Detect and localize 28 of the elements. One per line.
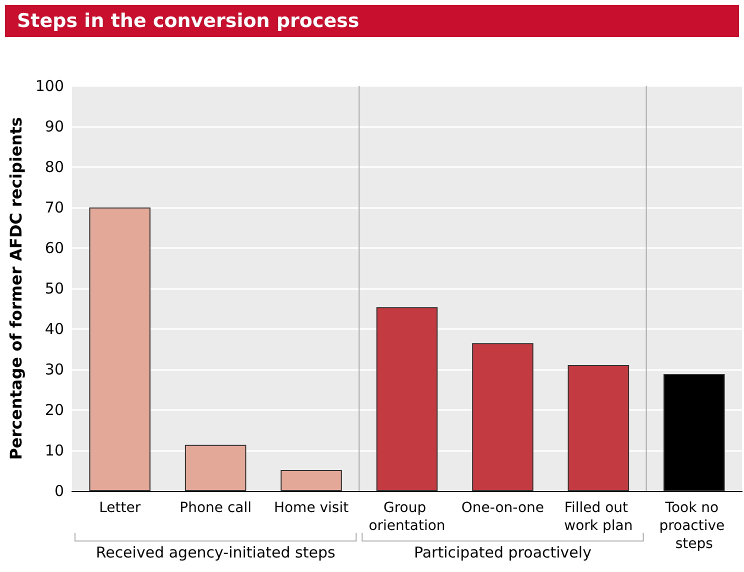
y-tick-label: 80 — [44, 158, 64, 176]
y-tick-label: 90 — [44, 118, 64, 136]
bar — [280, 470, 342, 491]
y-axis-title: Percentage of former AFDC recipients — [6, 117, 26, 460]
y-tick-label: 20 — [44, 401, 64, 419]
y-tick-label: 70 — [44, 198, 64, 216]
y-tick-label: 30 — [44, 360, 64, 378]
chart-title: Steps in the conversion process — [5, 5, 739, 37]
text: Received agency-initiated steps — [96, 544, 336, 562]
x-tick-label: Phone call — [180, 500, 252, 516]
text: Participated proactively — [414, 544, 592, 562]
bar — [472, 343, 534, 491]
bar — [184, 444, 246, 491]
y-tick-label: 50 — [44, 280, 64, 298]
y-tick-label: 100 — [35, 77, 64, 95]
y-tick-label: 40 — [44, 320, 64, 338]
bar — [89, 208, 150, 491]
x-tick-label: Took no proactive steps — [659, 500, 730, 552]
bar — [568, 365, 630, 491]
y-tick-label: 60 — [44, 239, 64, 257]
x-tick-label: Letter — [99, 500, 141, 516]
bar — [376, 307, 438, 491]
y-tick-label: 0 — [54, 482, 64, 500]
x-tick-label: Filled out work plan — [564, 500, 633, 534]
x-tick-label: One-on-one — [461, 500, 544, 516]
y-tick-label: 10 — [44, 442, 64, 460]
x-tick-label: Group orientation — [368, 500, 446, 534]
x-tick-label: Home visit — [274, 500, 350, 516]
